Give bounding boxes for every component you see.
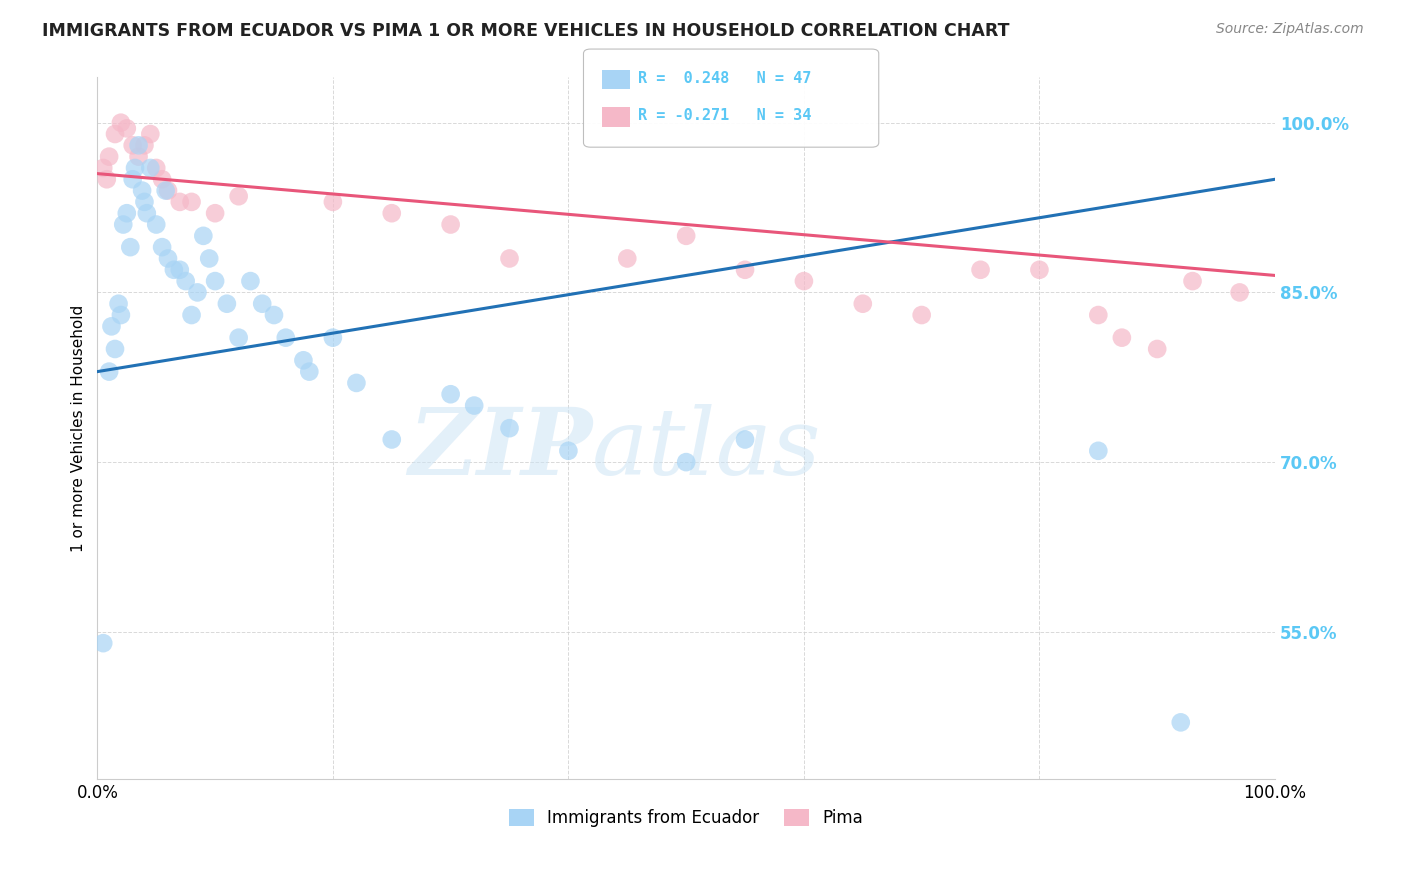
Text: atlas: atlas bbox=[592, 404, 821, 494]
Point bbox=[204, 274, 226, 288]
Legend: Immigrants from Ecuador, Pima: Immigrants from Ecuador, Pima bbox=[502, 802, 870, 834]
Point bbox=[104, 127, 127, 141]
Point bbox=[186, 285, 208, 300]
Point bbox=[675, 228, 697, 243]
Point bbox=[91, 161, 114, 175]
Point bbox=[250, 296, 273, 310]
Point bbox=[346, 376, 368, 390]
Point bbox=[793, 274, 815, 288]
Point bbox=[96, 172, 118, 186]
Point bbox=[381, 433, 404, 447]
Point bbox=[180, 194, 202, 209]
Point bbox=[440, 218, 463, 232]
Point bbox=[169, 262, 191, 277]
Point bbox=[131, 184, 153, 198]
Point bbox=[440, 387, 463, 401]
Point bbox=[98, 365, 121, 379]
Text: ZIP: ZIP bbox=[408, 404, 592, 494]
Point bbox=[121, 172, 143, 186]
Point bbox=[180, 308, 202, 322]
Point bbox=[734, 433, 756, 447]
Point bbox=[381, 206, 404, 220]
Point bbox=[292, 353, 315, 368]
Point bbox=[145, 218, 167, 232]
Point bbox=[969, 262, 991, 277]
Point bbox=[498, 421, 520, 435]
Point bbox=[263, 308, 285, 322]
Point bbox=[120, 240, 142, 254]
Point bbox=[155, 184, 177, 198]
Text: IMMIGRANTS FROM ECUADOR VS PIMA 1 OR MORE VEHICLES IN HOUSEHOLD CORRELATION CHAR: IMMIGRANTS FROM ECUADOR VS PIMA 1 OR MOR… bbox=[42, 22, 1010, 40]
Text: R = -0.271   N = 34: R = -0.271 N = 34 bbox=[638, 109, 811, 123]
Text: Source: ZipAtlas.com: Source: ZipAtlas.com bbox=[1216, 22, 1364, 37]
Point bbox=[228, 331, 250, 345]
Point bbox=[1111, 331, 1133, 345]
Point bbox=[134, 194, 156, 209]
Point bbox=[169, 194, 191, 209]
Point bbox=[110, 116, 132, 130]
Point bbox=[163, 262, 186, 277]
Point bbox=[204, 206, 226, 220]
Point bbox=[115, 206, 138, 220]
Point bbox=[228, 189, 250, 203]
Point bbox=[98, 150, 121, 164]
Point bbox=[215, 296, 238, 310]
Point bbox=[139, 127, 162, 141]
Point bbox=[557, 443, 579, 458]
Point bbox=[100, 319, 122, 334]
Point bbox=[1170, 715, 1192, 730]
Point bbox=[1087, 443, 1109, 458]
Point bbox=[150, 172, 173, 186]
Point bbox=[1146, 342, 1168, 356]
Point bbox=[322, 194, 344, 209]
Point bbox=[110, 308, 132, 322]
Point bbox=[174, 274, 197, 288]
Point bbox=[135, 206, 157, 220]
Point bbox=[274, 331, 297, 345]
Point bbox=[134, 138, 156, 153]
Point bbox=[298, 365, 321, 379]
Point bbox=[852, 296, 875, 310]
Point bbox=[1181, 274, 1204, 288]
Point bbox=[675, 455, 697, 469]
Point bbox=[239, 274, 262, 288]
Point bbox=[156, 252, 179, 266]
Text: R =  0.248   N = 47: R = 0.248 N = 47 bbox=[638, 71, 811, 86]
Point bbox=[128, 138, 150, 153]
Point bbox=[128, 150, 150, 164]
Point bbox=[322, 331, 344, 345]
Point bbox=[145, 161, 167, 175]
Point bbox=[115, 121, 138, 136]
Y-axis label: 1 or more Vehicles in Household: 1 or more Vehicles in Household bbox=[72, 304, 86, 552]
Point bbox=[107, 296, 129, 310]
Point bbox=[734, 262, 756, 277]
Point bbox=[1028, 262, 1050, 277]
Point bbox=[193, 228, 215, 243]
Point bbox=[139, 161, 162, 175]
Point bbox=[198, 252, 221, 266]
Point bbox=[104, 342, 127, 356]
Point bbox=[463, 399, 485, 413]
Point bbox=[1087, 308, 1109, 322]
Point bbox=[1229, 285, 1251, 300]
Point bbox=[112, 218, 135, 232]
Point bbox=[498, 252, 520, 266]
Point bbox=[156, 184, 179, 198]
Point bbox=[911, 308, 934, 322]
Point bbox=[91, 636, 114, 650]
Point bbox=[616, 252, 638, 266]
Point bbox=[121, 138, 143, 153]
Point bbox=[150, 240, 173, 254]
Point bbox=[124, 161, 146, 175]
